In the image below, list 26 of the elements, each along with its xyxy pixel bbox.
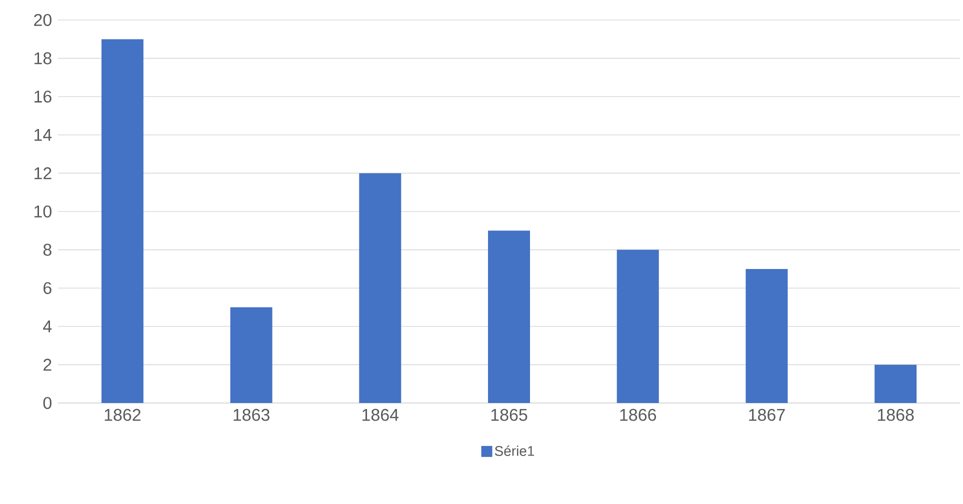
x-tick-label: 1862 bbox=[104, 408, 140, 421]
bar bbox=[616, 250, 659, 403]
y-tick-label: 8 bbox=[43, 244, 52, 256]
legend-label: Série1 bbox=[494, 445, 534, 456]
x-tick-label: 1867 bbox=[749, 408, 785, 421]
y-tick-label: 4 bbox=[43, 320, 52, 332]
y-tick-label: 2 bbox=[44, 358, 52, 371]
y-tick-label: 12 bbox=[34, 167, 52, 180]
bar bbox=[101, 39, 144, 403]
x-tick-label: 1864 bbox=[362, 408, 399, 421]
y-tick-label: 20 bbox=[34, 14, 52, 26]
y-tick-label: 0 bbox=[43, 396, 52, 410]
y-tick-label: 18 bbox=[34, 52, 52, 64]
y-tick-label: 6 bbox=[44, 282, 52, 294]
bar bbox=[746, 268, 788, 403]
y-tick-label: 10 bbox=[34, 205, 52, 218]
x-tick-label: 1868 bbox=[878, 408, 914, 421]
x-tick-label: 1863 bbox=[234, 408, 270, 421]
bar bbox=[874, 364, 917, 403]
bar bbox=[359, 173, 402, 403]
bar bbox=[230, 307, 272, 403]
x-tick-label: 1865 bbox=[491, 408, 528, 421]
x-tick-label: 1866 bbox=[620, 408, 656, 421]
y-tick-label: 16 bbox=[34, 90, 52, 103]
y-tick-label: 14 bbox=[34, 129, 52, 141]
bar bbox=[488, 230, 530, 403]
